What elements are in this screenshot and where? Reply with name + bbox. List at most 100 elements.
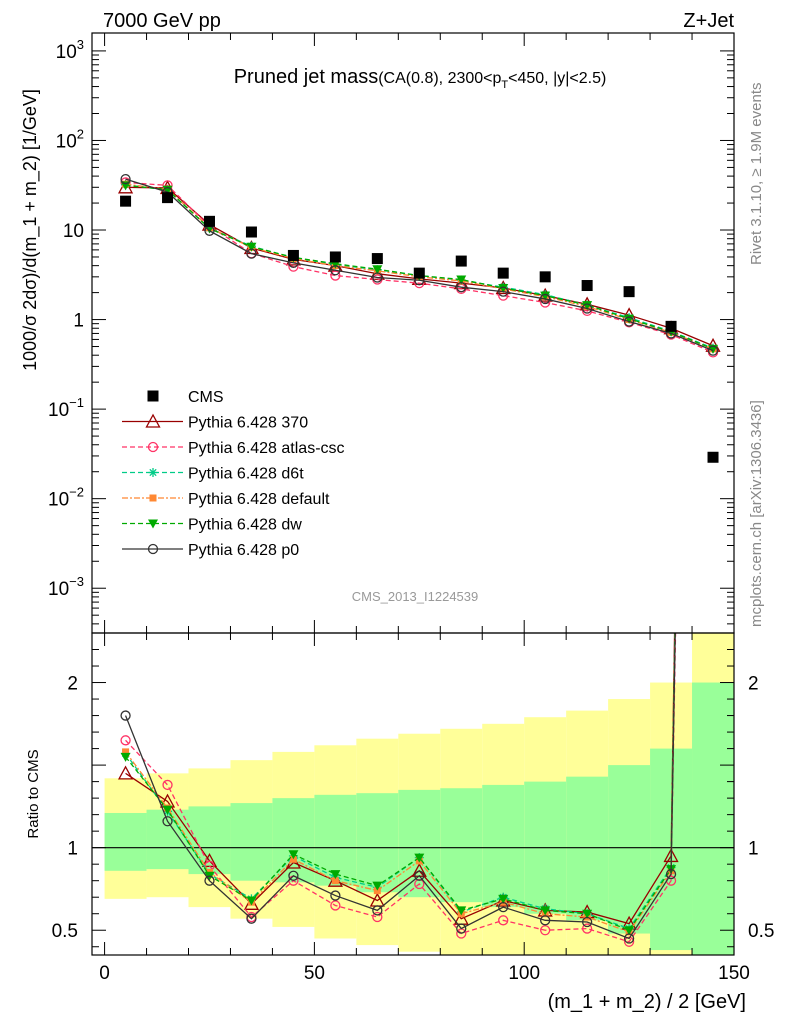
ratio-y-tick-label-left: 0.5 [52, 921, 78, 942]
main-series-marker [540, 293, 551, 305]
main-series-marker [582, 301, 593, 311]
legend-label-cms: CMS [188, 389, 224, 406]
ratio-series-marker [246, 913, 257, 924]
legend-label: Pythia 6.428 p0 [188, 542, 299, 559]
ratio-series-marker [330, 890, 341, 901]
ratio-series-marker [414, 878, 425, 890]
main-series-marker [498, 286, 509, 297]
ratio-series-marker [122, 748, 130, 756]
main-series-marker [246, 242, 257, 252]
main-series-marker [540, 291, 551, 301]
ratio-series-marker [372, 905, 383, 916]
ratio-uncertainty-bands [92, 633, 734, 955]
cms-data-point [707, 451, 719, 463]
band-inner-bin [440, 788, 483, 903]
main-series-marker [120, 173, 131, 185]
x-axis-label: (m_1 + m_2) / 2 [GeV] [548, 991, 746, 1013]
cms-data-point [371, 253, 383, 265]
band-inner-bin [230, 803, 273, 881]
main-series-marker [456, 282, 467, 293]
cms-data-point [581, 280, 593, 292]
legend-label: Pythia 6.428 default [188, 491, 330, 508]
ratio-series-marker [456, 906, 467, 916]
header-right: Z+Jet [683, 10, 734, 32]
ratio-series-marker [540, 925, 551, 936]
cms-data-point [245, 226, 257, 238]
x-tick-label: 50 [304, 963, 325, 984]
chart-subtitle-sub: T [501, 79, 508, 91]
y-tick-label: 10 [63, 221, 84, 242]
ratio-series-line [124, 633, 676, 940]
ratio-panel-series [117, 633, 679, 947]
y-tick-label: 102 [56, 126, 84, 152]
ratio-series-marker [117, 765, 134, 780]
cms-data-point [413, 267, 425, 279]
cms-data-point [539, 271, 551, 283]
cms-data-point [203, 215, 215, 227]
legend-marker [149, 494, 157, 502]
legend-marker [148, 519, 158, 529]
legend: CMS Pythia 6.428 370 Pythia 6.428 atlas-cs… [122, 389, 345, 559]
chart-title: Pruned jet mass(CA(0.8), 2300<pT<450, |y… [234, 66, 607, 91]
main-panel-series [117, 173, 721, 358]
header-left: 7000 GeV pp [103, 10, 221, 32]
ratio-series-marker [582, 909, 593, 919]
band-inner-bin [104, 812, 147, 871]
ratio-panel-frame [91, 632, 735, 956]
cms-data-point [287, 249, 299, 261]
legend-marker [147, 441, 159, 453]
ratio-series-marker [331, 877, 339, 885]
chart-subtitle-pre: (CA(0.8), 2300<p [378, 70, 501, 87]
ratio-series-marker [288, 870, 299, 881]
y-tick-label: 10−1 [48, 395, 84, 421]
legend-label: Pythia 6.428 370 [188, 415, 308, 432]
y-tick-label: 1 [73, 311, 84, 332]
main-series-marker [707, 345, 719, 356]
main-series-marker [456, 275, 467, 285]
rivet-label: Rivet 3.1.10, ≥ 1.9M events [748, 83, 765, 266]
ratio-y-axis-label: Ratio to CMS [25, 749, 42, 838]
y-tick-label: 10−3 [48, 574, 84, 600]
legend-marker [148, 468, 158, 477]
main-series-marker [372, 272, 383, 283]
ratio-series-line [125, 633, 677, 943]
ratio-series-marker [162, 816, 173, 827]
x-tick-label: 100 [508, 963, 540, 984]
main-y-axis-label: 1000/σ 2dσ)/d(m_1 + m_2) [1/GeV] [20, 89, 41, 371]
ratio-series-marker [624, 926, 635, 936]
ratio-series-marker [372, 911, 383, 923]
legend-label: Pythia 6.428 dw [188, 517, 302, 534]
ratio-series-marker [623, 936, 635, 947]
ratio-series-marker [414, 870, 425, 881]
cms-data-point [497, 267, 509, 279]
ratio-series-marker [120, 710, 131, 721]
cms-data-point [665, 320, 677, 332]
chart-subtitle-post: <450, |y|<2.5) [508, 70, 606, 87]
ratio-y-tick-label-right: 1 [748, 839, 759, 860]
legend-marker [147, 543, 159, 555]
main-panel-data-points [120, 192, 719, 463]
cms-data-point [120, 195, 132, 207]
legend-label: Pythia 6.428 atlas-csc [188, 440, 345, 457]
mcplots-label: mcplots.cern.ch [arXiv:1306.3436] [748, 400, 765, 627]
main-series-marker [624, 314, 635, 324]
ratio-series-marker [581, 916, 593, 928]
legend-marker-cms [147, 390, 159, 402]
ratio-series-marker [162, 779, 173, 791]
legend-label: Pythia 6.428 d6t [188, 466, 304, 483]
band-inner-bin [692, 682, 734, 955]
ratio-series-marker [456, 923, 467, 934]
y-tick-label: 10−2 [48, 485, 84, 511]
ratio-series-marker [162, 805, 173, 815]
cms-data-point [623, 286, 635, 298]
ratio-series-marker [414, 853, 425, 863]
main-series-marker [581, 303, 593, 314]
y-tick-label: 103 [56, 37, 84, 63]
ratio-series-marker [330, 870, 341, 880]
ratio-y-tick-label-right: 2 [748, 674, 759, 695]
x-tick-label: 0 [99, 963, 110, 984]
ratio-series-line [125, 633, 676, 932]
ratio-series-marker [372, 881, 383, 891]
